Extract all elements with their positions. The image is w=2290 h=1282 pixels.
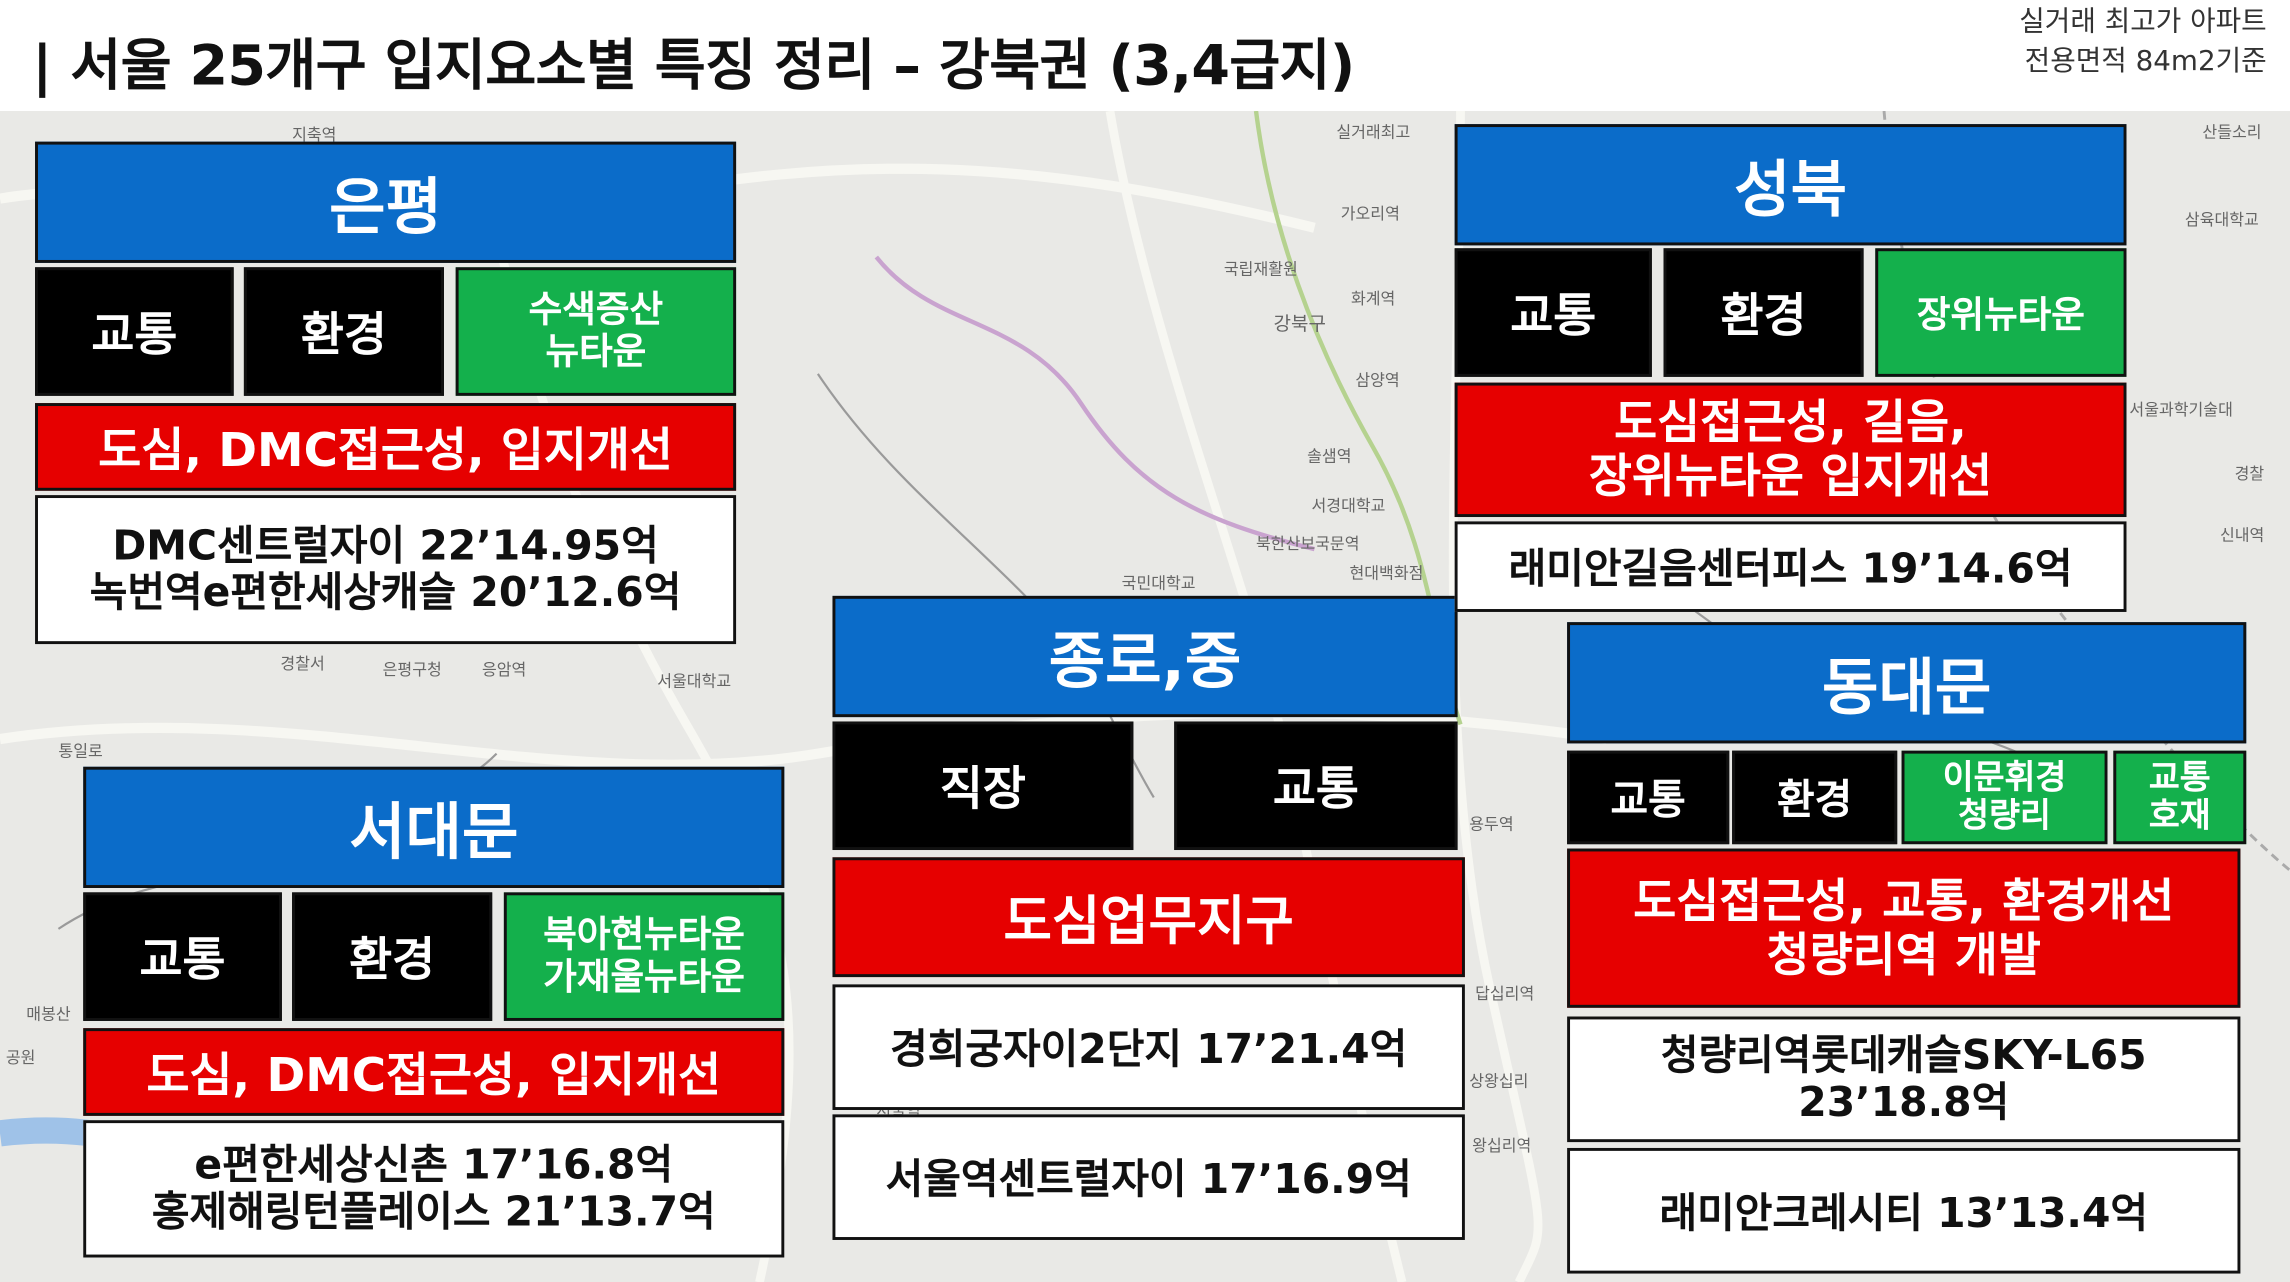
map-label: 통일로 (58, 741, 103, 761)
jongno-tag-work: 직장 (832, 721, 1134, 851)
map-label: 삼육대학교 (2184, 210, 2259, 230)
seodaemun-description: 도심, DMC접근성, 입지개선 (83, 1028, 785, 1116)
apartment-item: 홍제해링턴플레이스 21’13.7억 (151, 1187, 716, 1236)
map-label: 서울대학교 (657, 671, 732, 691)
map-label: 왕십리역 (1472, 1136, 1532, 1156)
dongdaemun-tag-transport-boost: 교통 호재 (2113, 750, 2247, 845)
jongno-tag-transport: 교통 (1174, 721, 1458, 851)
map-label: 서울과학기술대 (2129, 400, 2233, 420)
seodaemun-tag-environment: 환경 (292, 892, 493, 1021)
apartment-item: 녹번역e편한세상캐슬 20’12.6억 (89, 568, 682, 617)
jongno-apartment-item: 경희궁자이2단지 17’21.4억 (832, 984, 1465, 1110)
page-title: | 서울 25개구 입지요소별 특징 정리 – 강북권 (3,4급지) (32, 33, 1355, 98)
seodaemun-header: 서대문 (83, 766, 785, 888)
map-label: 매봉산 (26, 1004, 71, 1024)
map-label: 북한산보국문역 (1256, 534, 1360, 554)
map-label: 용두역 (1469, 814, 1514, 834)
map-label: 가오리역 (1340, 204, 1400, 224)
map-label: 신내역 (2219, 525, 2265, 545)
map-label: 상왕십리 (1469, 1072, 1529, 1091)
eunpyeong-tag-transport: 교통 (35, 267, 234, 396)
map-label: 은평구청 (382, 660, 442, 680)
seongbuk-tag-transport: 교통 (1454, 248, 1652, 377)
map-label: 답십리역 (1475, 984, 1535, 1004)
apartment-item: DMC센트럴자이 22’14.95억 (112, 521, 659, 570)
dongdaemun-tag-environment: 환경 (1732, 750, 1898, 845)
map-label: 솔샘역 (1307, 446, 1352, 466)
jongno-apartment-item: 서울역센트럴자이 17’16.9억 (832, 1114, 1465, 1240)
eunpyeong-header: 은평 (35, 141, 737, 263)
seongbuk-description: 도심접근성, 길음, 장위뉴타운 입지개선 (1454, 382, 2127, 518)
criteria-note-line: 전용면적 84m2기준 (2024, 45, 2267, 78)
dongdaemun-tag-transport: 교통 (1567, 750, 1730, 845)
criteria-note: 실거래 최고가 아파트 전용면적 84m2기준 (2019, 3, 2266, 82)
map-label: 화계역 (1350, 289, 1396, 309)
jongno-header: 종로,중 (832, 595, 1458, 718)
map-label: 서경대학교 (1311, 496, 1386, 516)
seongbuk-apartment-item: 래미안길음센터피스 19’14.6억 (1454, 521, 2127, 612)
eunpyeong-description: 도심, DMC접근성, 입지개선 (35, 403, 737, 491)
map-label: 현대백화점 (1349, 563, 1424, 583)
dongdaemun-apartment-item: 래미안크레시티 13’13.4억 (1567, 1147, 2241, 1274)
map-label: 경찰 (2234, 464, 2265, 484)
seongbuk-tag-environment: 환경 (1663, 248, 1864, 377)
map-label: 실거래최고 (1336, 122, 1411, 142)
map-label: 경찰서 (280, 654, 325, 674)
map-label: 지축역 (292, 125, 337, 145)
seodaemun-tag-newtown: 북아현뉴타운 가재울뉴타운 (503, 892, 785, 1021)
apartment-item: e편한세상신촌 17’16.8억 (194, 1140, 674, 1189)
map-label: 삼양역 (1355, 370, 1400, 390)
seodaemun-tag-transport: 교통 (83, 892, 282, 1021)
seongbuk-header: 성북 (1454, 124, 2127, 246)
dongdaemun-description: 도심접근성, 교통, 환경개선 청량리역 개발 (1567, 848, 2241, 1008)
map-label: 응암역 (481, 660, 527, 680)
map-label: 공원 (5, 1048, 36, 1068)
map-label: 국립재활원 (1223, 259, 1298, 279)
criteria-note-line: 실거래 최고가 아파트 (2019, 5, 2267, 38)
map-label: 산들소리 (2202, 122, 2262, 142)
eunpyeong-tag-newtown: 수색증산 뉴타운 (455, 267, 737, 396)
jongno-description: 도심업무지구 (832, 857, 1465, 978)
dongdaemun-header: 동대문 (1567, 622, 2247, 744)
seodaemun-apartment-list: e편한세상신촌 17’16.8억 홍제해링턴플레이스 21’13.7억 (83, 1120, 785, 1258)
eunpyeong-apartment-list: DMC센트럴자이 22’14.95억 녹번역e편한세상캐슬 20’12.6억 (35, 495, 737, 645)
dongdaemun-apartment-item: 청량리역롯데캐슬SKY-L65 23’18.8억 (1567, 1016, 2241, 1143)
seongbuk-tag-newtown: 장위뉴타운 (1875, 248, 2127, 377)
map-label: 국민대학교 (1121, 573, 1196, 593)
eunpyeong-tag-environment: 환경 (243, 267, 444, 396)
map-label: 강북구 (1273, 314, 1326, 336)
dongdaemun-tag-newtown: 이문휘경 청량리 (1901, 750, 2108, 845)
